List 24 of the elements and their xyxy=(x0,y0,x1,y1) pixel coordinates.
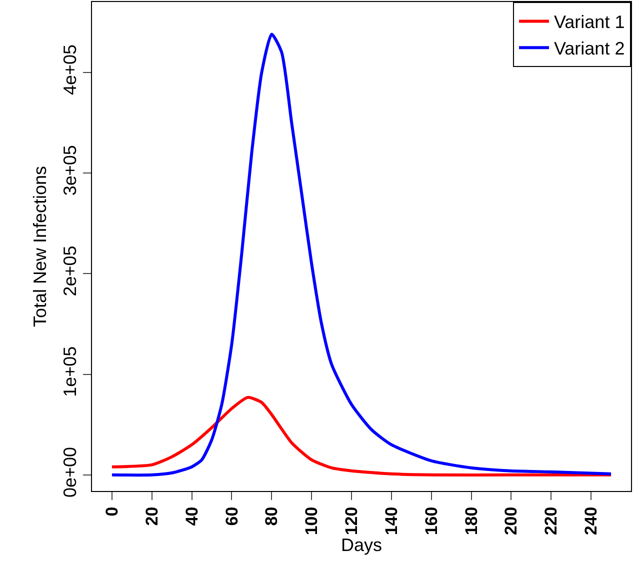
x-tick-label: 200 xyxy=(502,506,521,536)
x-axis-title: Days xyxy=(340,535,382,556)
x-tick-label: 180 xyxy=(462,506,481,536)
x-tick-label: 220 xyxy=(542,506,561,536)
line-series xyxy=(110,396,613,476)
y-tick-label: 0e+00 xyxy=(60,446,80,498)
y-tick-label: 3e+05 xyxy=(60,145,80,196)
x-tick-label: 100 xyxy=(302,506,322,536)
x-tick-label: 40 xyxy=(182,506,202,526)
line-series xyxy=(110,32,613,477)
x-tick-label: 0 xyxy=(102,506,122,516)
y-axis-title: Total New Infections xyxy=(30,166,50,328)
y-tick-label: 2e+05 xyxy=(60,246,80,296)
legend-label: Variant 2 xyxy=(554,38,625,59)
x-tick-label: 20 xyxy=(142,506,162,526)
x-tick-label: 160 xyxy=(422,506,441,536)
x-tick-label: 60 xyxy=(222,506,242,526)
x-tick-label: 120 xyxy=(342,506,362,536)
legend-label: Variant 1 xyxy=(554,12,625,32)
y-tick-label: 4e+05 xyxy=(60,44,80,96)
x-tick-label: 240 xyxy=(582,506,601,536)
x-tick-label: 140 xyxy=(382,506,401,536)
y-tick-label: 1e+05 xyxy=(60,346,80,397)
x-tick-label: 80 xyxy=(262,506,282,526)
